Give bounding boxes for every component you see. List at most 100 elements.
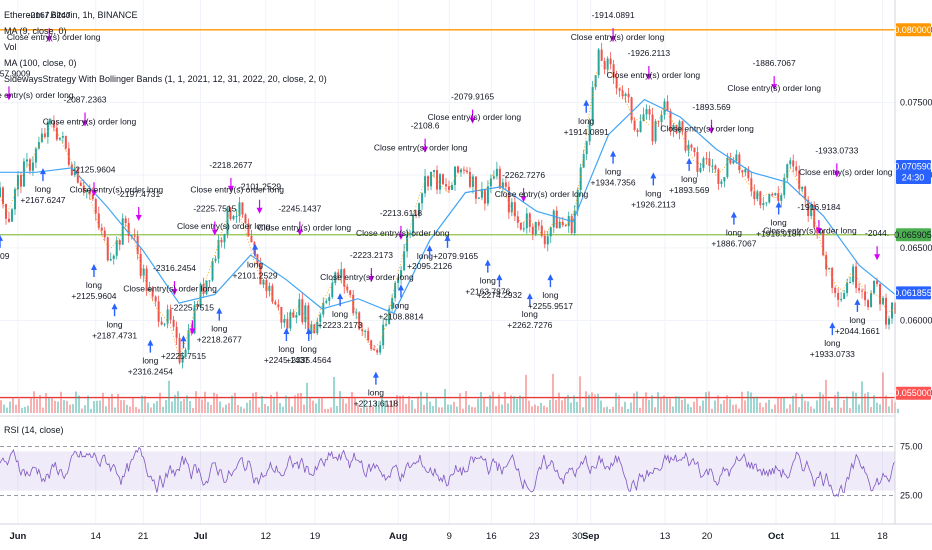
volume-bar (714, 400, 716, 413)
chart-title[interactable]: Ethereum / Bitcoin, 1h, BINANCE (4, 10, 138, 20)
indicator-vol[interactable]: Vol (4, 42, 17, 52)
volume-bar (702, 400, 704, 413)
volume-bar (111, 394, 113, 413)
volume-bar (243, 408, 245, 413)
volume-bar (630, 402, 632, 413)
volume-bar (282, 406, 284, 413)
entry-label: +2255.9517 (528, 301, 573, 311)
candle-body (376, 349, 379, 353)
entry-label: long (480, 276, 496, 286)
entry-label: +2108.8814 (378, 311, 423, 321)
candle-body (10, 209, 13, 222)
volume-bar (246, 402, 248, 413)
volume-bar (642, 398, 644, 413)
candle-body (729, 157, 732, 164)
volume-bar (675, 396, 677, 413)
candle-body (385, 323, 388, 325)
candle-body (834, 287, 837, 293)
candle-body (223, 234, 226, 243)
exit-arrow-icon (771, 76, 778, 91)
exit-arrow-icon (211, 221, 218, 236)
candle-body (699, 167, 702, 172)
volume-bar (39, 395, 41, 413)
volume-bar (87, 395, 89, 413)
candle-body (759, 191, 762, 206)
price-axis[interactable]: 0.0550000.0600000.0650000.0700000.075000… (894, 23, 932, 400)
rsi-legend[interactable]: RSI (14, close) (4, 425, 64, 435)
candle-body (367, 330, 370, 341)
volume-bar (405, 403, 407, 413)
volume-bar (426, 392, 428, 413)
volume-bar (195, 391, 197, 413)
candle-body (262, 280, 265, 285)
volume-bar (693, 401, 695, 413)
volume-bar (381, 396, 383, 413)
indicator-strategy[interactable]: SidewaysStrategy With Bollinger Bands (1… (4, 74, 327, 84)
candle-body (310, 324, 313, 334)
volume-bar (108, 397, 110, 413)
candle-body (459, 169, 462, 173)
candle-body (558, 221, 561, 229)
candle-body (145, 268, 148, 292)
exit-price-label: -2245.1437 (278, 204, 321, 214)
candle-body (756, 191, 759, 200)
volume-bar (351, 391, 353, 413)
entry-label: 9009 (0, 251, 10, 261)
exit-order-label: Close entry(s) order long (123, 283, 217, 293)
volume-bar (504, 391, 506, 413)
volume-bar (687, 403, 689, 413)
volume-bar (705, 392, 707, 413)
indicator-ma100[interactable]: MA (100, close, 0) (4, 58, 77, 68)
candle-body (471, 176, 474, 187)
volume-bar (180, 401, 182, 413)
candle-body (424, 176, 427, 194)
volume-bar (873, 395, 875, 413)
candle-body (391, 298, 394, 309)
volume-bar (255, 391, 257, 413)
volume-bar (321, 397, 323, 413)
volume-bar (96, 400, 98, 413)
candle-body (501, 182, 504, 189)
exit-arrow-icon (82, 112, 89, 127)
candle-body (723, 177, 726, 182)
volume-bar (879, 404, 881, 413)
candle-body (450, 184, 453, 190)
date-tick-label: 23 (529, 531, 540, 542)
candle-body (540, 225, 543, 236)
candle-body (277, 304, 280, 307)
candle-body (810, 204, 813, 217)
exit-arrow-icon (422, 138, 429, 153)
volume-bar (453, 401, 455, 413)
volume-bar (741, 391, 743, 413)
candle-body (537, 221, 540, 226)
volume-bar (846, 396, 848, 413)
exit-arrow-icon (5, 86, 12, 101)
volume-bar (837, 391, 839, 413)
entry-label: long (393, 300, 409, 310)
candle-body (202, 283, 205, 294)
volume-bar (135, 407, 137, 413)
volume-bar (819, 392, 821, 413)
candle-body (549, 227, 552, 237)
volume-bar (369, 406, 371, 413)
volume-bar (600, 400, 602, 413)
entry-label: +2218.2677 (197, 335, 242, 345)
candle-body (244, 214, 247, 224)
volume-bar (312, 400, 314, 413)
volume-bar (240, 406, 242, 413)
candle-body (7, 218, 10, 222)
volume-bar (117, 394, 119, 413)
candle-body (483, 188, 486, 204)
exit-price-label: -2108.6 (411, 121, 440, 131)
exit-price-label: -2101.2529 (238, 182, 281, 192)
volume-bar (318, 398, 320, 413)
volume-bar (258, 407, 260, 413)
candle-body (519, 222, 522, 230)
exit-price-label: -2223.2173 (350, 250, 393, 260)
candle-body (163, 323, 166, 325)
indicator-ma9[interactable]: MA (9, close, 0) (4, 26, 67, 36)
candle-body (705, 158, 708, 160)
candle-body (615, 77, 618, 89)
